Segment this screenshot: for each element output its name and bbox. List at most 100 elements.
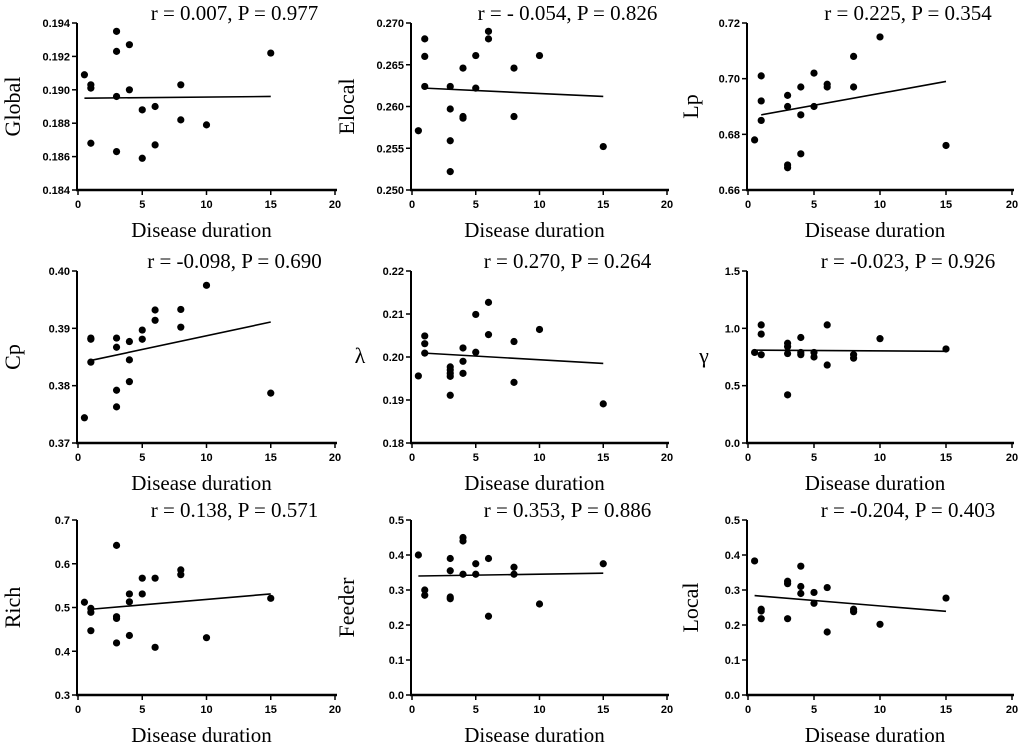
panel-λ: 0 5 10 15 20 0.18 0.19 0.20 0.21 0.22 r = 0.270, P…: [355, 249, 673, 495]
y-tick-label: 0.1: [389, 655, 404, 667]
y-tick-label: 0.4: [55, 646, 71, 658]
data-point: [414, 551, 422, 559]
y-tick-label: 0.188: [42, 118, 70, 130]
chart-title: r = 0.007, P = 0.977: [151, 1, 319, 25]
x-tick-label: 20: [329, 452, 341, 464]
data-point: [446, 595, 454, 603]
data-point: [876, 620, 884, 628]
data-point: [459, 369, 467, 377]
y-tick-label: 0.255: [376, 143, 404, 155]
x-axis-label: Disease duration: [131, 218, 272, 242]
data-point: [87, 608, 95, 616]
panel-global: 0 5 10 15 20 0.184 0.186 0.188 0.190 0.192 0.194 r …: [0, 1, 341, 242]
y-tick-label: 0.6: [55, 559, 70, 571]
data-point: [138, 590, 146, 598]
data-point: [810, 599, 818, 607]
y-tick-label: 0.21: [383, 309, 404, 321]
y-tick-label: 0.22: [383, 266, 404, 278]
x-tick-label: 10: [533, 452, 545, 464]
data-point: [757, 97, 765, 105]
data-point: [810, 102, 818, 111]
y-axis-label: Cp: [0, 344, 25, 370]
data-point: [823, 361, 831, 369]
data-point: [112, 386, 121, 394]
y-tick-label: 0.0: [389, 690, 404, 702]
y-tick-label: 0.270: [376, 18, 404, 30]
x-axis-label: Disease duration: [464, 218, 605, 242]
y-axis-label: λ: [355, 343, 366, 368]
x-tick-label: 15: [597, 199, 609, 211]
panel-lp: 0 5 10 15 20 0.66 0.68 0.70 0.72 r = 0.225, P = 0…: [678, 1, 1018, 242]
x-tick-label: 15: [265, 199, 277, 211]
y-tick-label: 0.186: [42, 152, 70, 164]
y-axis-label: Lp: [678, 94, 703, 118]
x-tick-label: 20: [329, 199, 341, 211]
y-tick-label: 0.4: [725, 550, 741, 562]
x-tick-label: 15: [597, 704, 609, 716]
data-point: [810, 69, 818, 77]
data-point: [784, 580, 792, 588]
data-point: [850, 354, 858, 362]
regression-line: [90, 321, 271, 362]
y-tick-label: 0.68: [719, 129, 740, 141]
x-tick-label: 20: [329, 704, 341, 716]
y-axis-label: Rich: [0, 587, 25, 629]
data-point: [138, 326, 146, 334]
data-point: [177, 305, 185, 314]
data-point: [850, 52, 858, 61]
data-point: [823, 321, 831, 329]
data-point: [459, 344, 467, 352]
data-point: [797, 111, 805, 119]
y-tick-label: 0.2: [389, 620, 404, 632]
panel-feeder: 0 5 10 15 20 0.0 0.1 0.2 0.3 0.4 0.5 r = 0.353, P =…: [334, 498, 673, 745]
data-point: [751, 557, 759, 565]
data-point: [797, 333, 805, 342]
data-point: [446, 372, 454, 380]
x-axis-label: Disease duration: [805, 723, 946, 745]
x-tick-label: 0: [745, 452, 751, 464]
data-point: [599, 142, 607, 151]
data-point: [125, 598, 133, 606]
data-point: [784, 349, 792, 358]
data-point: [784, 91, 792, 99]
x-axis-label: Disease duration: [131, 471, 272, 495]
data-point: [876, 335, 884, 343]
y-tick-label: 0.39: [49, 323, 70, 335]
data-point: [87, 84, 95, 92]
regression-line: [424, 352, 604, 365]
data-point: [484, 331, 493, 339]
data-point: [823, 628, 831, 636]
data-point: [138, 574, 146, 582]
data-point: [177, 81, 185, 89]
data-point: [535, 600, 544, 608]
data-point: [797, 589, 805, 598]
data-point: [177, 323, 185, 331]
y-tick-label: 0.0: [725, 690, 740, 702]
x-tick-label: 15: [265, 704, 277, 716]
y-tick-label: 0.190: [42, 85, 70, 97]
data-point: [784, 615, 792, 623]
chart-title: r = 0.138, P = 0.571: [151, 498, 319, 522]
data-point: [151, 574, 159, 582]
data-point: [751, 136, 759, 144]
data-point: [267, 594, 275, 602]
chart-title: r = 0.353, P = 0.886: [484, 498, 652, 522]
x-tick-label: 10: [874, 704, 886, 716]
x-tick-label: 0: [745, 199, 751, 211]
panel-elocal: 0 5 10 15 20 0.250 0.255 0.260 0.265 0.270 r = - 0…: [334, 1, 673, 242]
data-point: [112, 92, 121, 101]
data-point: [125, 590, 133, 598]
x-tick-label: 5: [811, 199, 817, 211]
data-point: [80, 414, 89, 422]
y-tick-label: 0.38: [49, 381, 70, 393]
y-tick-label: 0.260: [376, 102, 404, 114]
x-tick-label: 5: [473, 704, 479, 716]
panel-rich: 0 5 10 15 20 0.3 0.4 0.5 0.6 0.7 r = 0.138, P = 0.…: [0, 498, 341, 745]
data-point: [421, 332, 429, 340]
data-point: [459, 114, 467, 122]
x-tick-label: 20: [661, 199, 673, 211]
x-tick-label: 15: [597, 452, 609, 464]
y-tick-label: 0.0: [725, 438, 740, 450]
x-tick-label: 20: [661, 452, 673, 464]
data-point: [484, 298, 493, 306]
